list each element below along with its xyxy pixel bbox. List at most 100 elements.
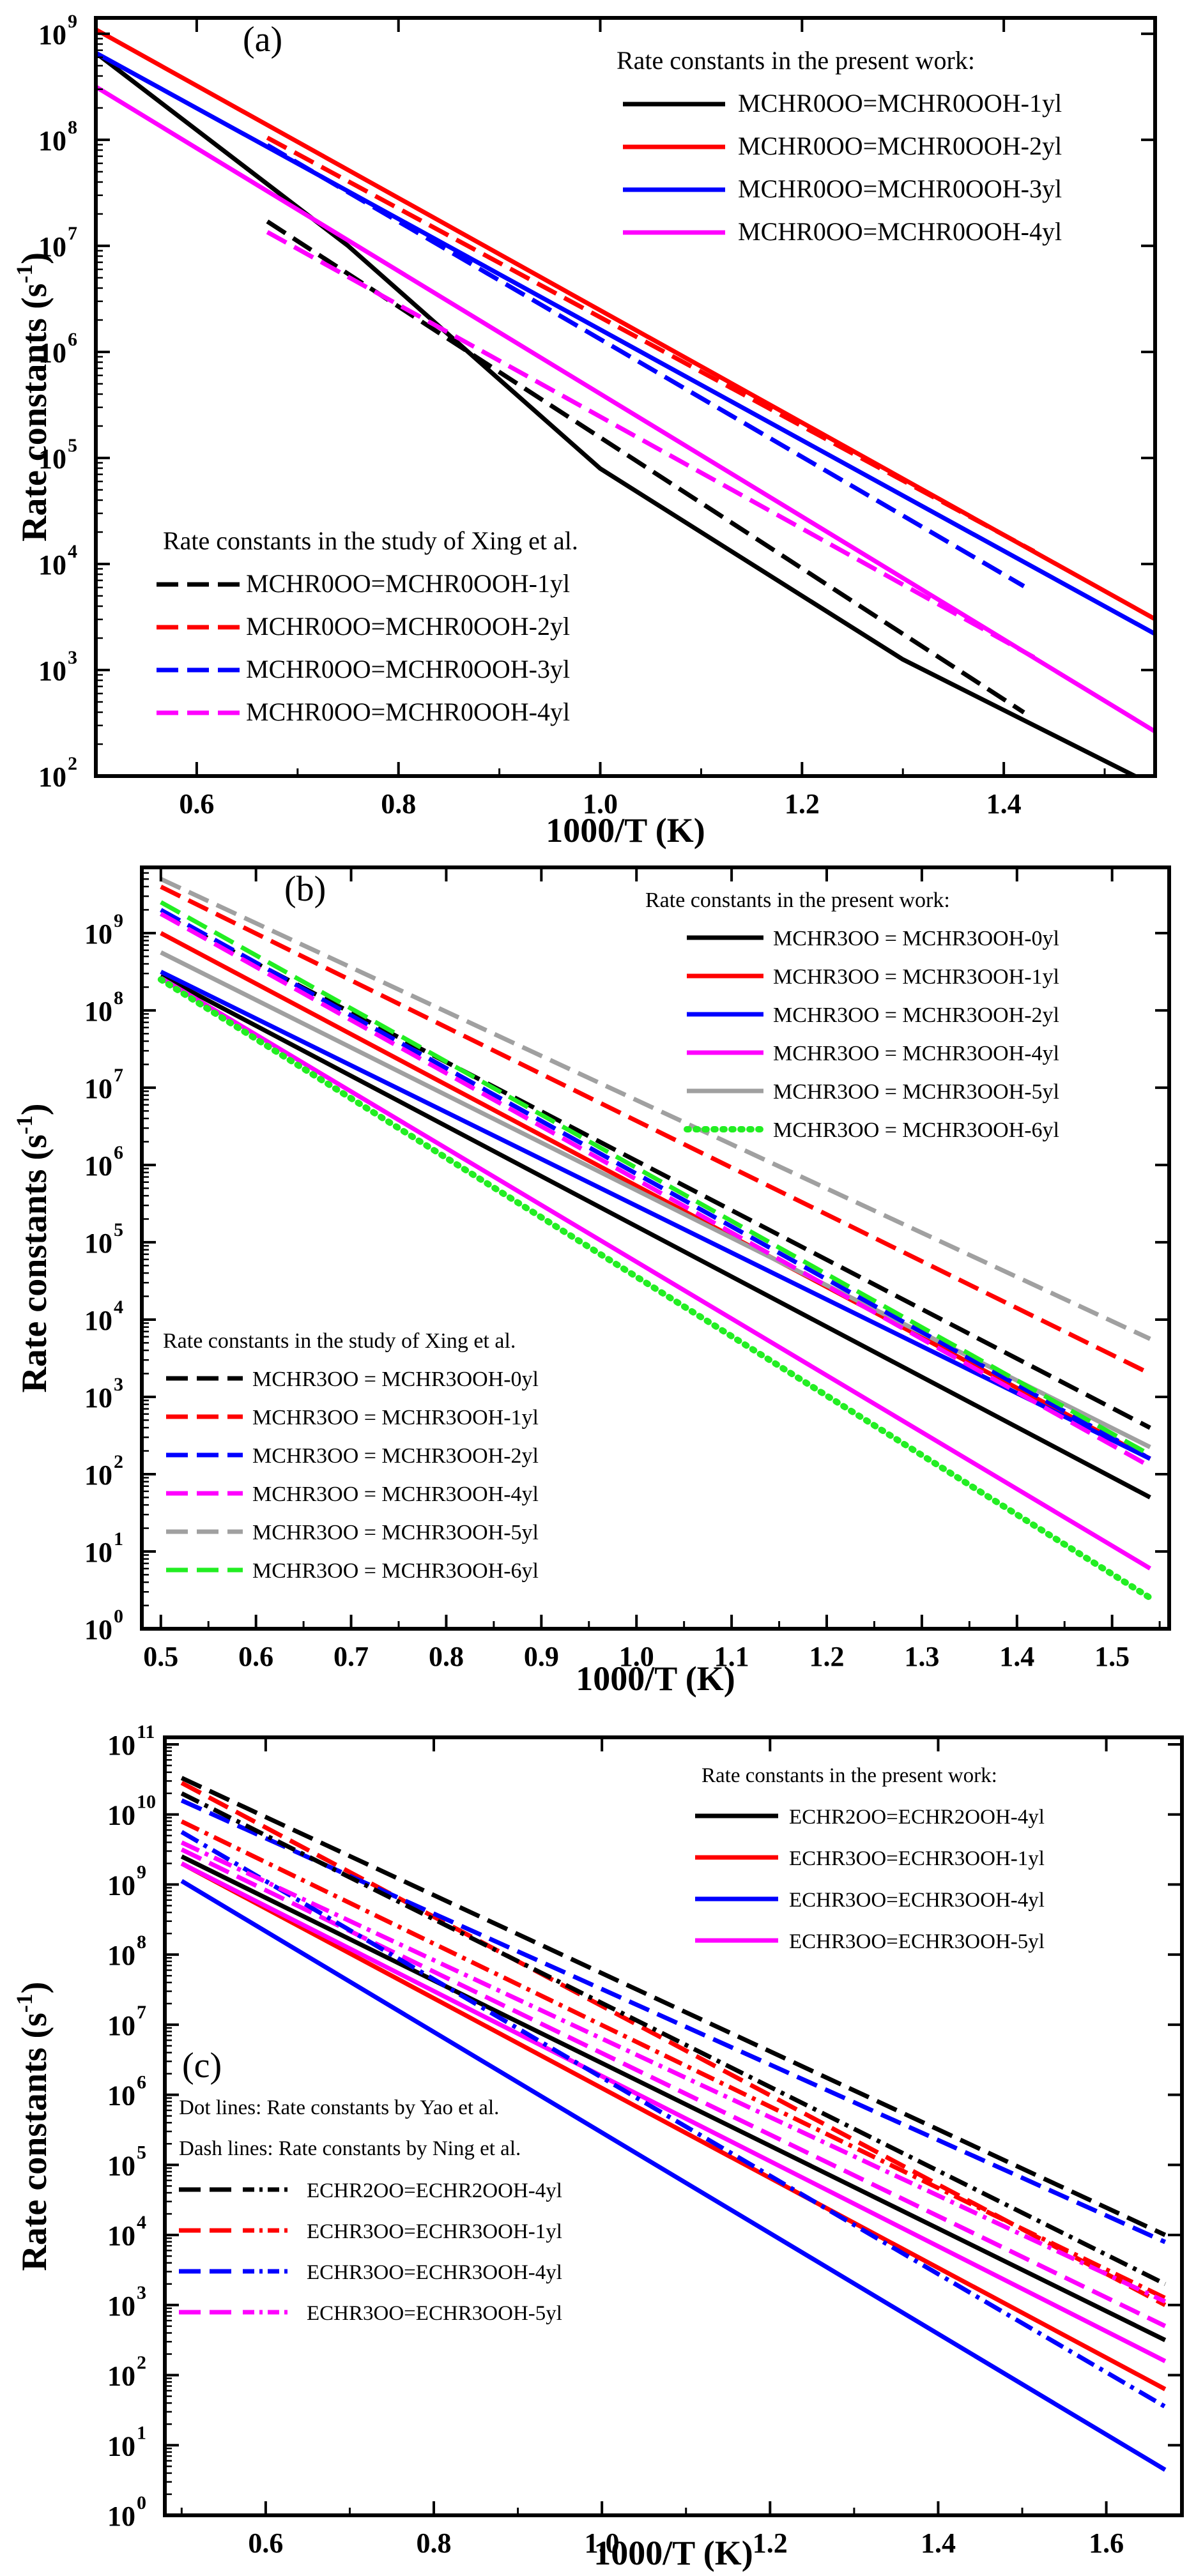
y-tick-label: 10 <box>107 2010 135 2041</box>
y-tick-exponent: 0 <box>114 1606 123 1627</box>
x-tick-label: 0.6 <box>179 788 214 819</box>
y-tick-label: 10 <box>84 918 112 950</box>
y-tick-label: 10 <box>107 2290 135 2322</box>
y-axis-label-close: ) <box>15 252 54 264</box>
x-tick-label: 1.4 <box>921 2527 956 2559</box>
y-tick-label: 10 <box>38 337 66 369</box>
y-tick-exponent: 3 <box>114 1374 123 1395</box>
y-tick-label: 10 <box>107 2501 135 2532</box>
panel-label: (a) <box>243 20 282 59</box>
y-tick-label: 10 <box>107 2150 135 2181</box>
series-layer <box>96 27 1155 776</box>
legend-title: Rate constants in the study of Xing et a… <box>163 1329 516 1353</box>
x-tick-label: 1.3 <box>904 1641 939 1672</box>
x-tick-label: 0.5 <box>143 1641 178 1672</box>
y-tick-exponent: 8 <box>137 1932 146 1953</box>
y-tick-exponent: 10 <box>137 1792 156 1813</box>
y-tick-exponent: 3 <box>137 2282 146 2303</box>
y-axis-label: Rate constants (s-1) <box>12 252 54 542</box>
y-tick-exponent: 5 <box>68 435 77 456</box>
series-line-solid-mchr0oo-mchr0ooh-1yl <box>96 51 1136 776</box>
x-tick-label: 1.2 <box>785 788 820 819</box>
legend-entry-label: MCHR0OO=MCHR0OOH-2yl <box>738 132 1062 160</box>
legend-entry-label: MCHR0OO=MCHR0OOH-2yl <box>246 612 570 641</box>
x-tick-label: 0.6 <box>248 2527 283 2559</box>
legend-entry-label: MCHR3OO = MCHR3OOH-2yl <box>252 1444 539 1468</box>
y-axis-label: Rate constants (s-1) <box>12 1981 54 2271</box>
y-tick-exponent: 7 <box>137 2002 146 2023</box>
y-axis-label-close: ) <box>15 1981 54 1993</box>
legend-entry-label: ECHR3OO=ECHR3OOH-4yl <box>307 2261 562 2284</box>
legend-entry-label: MCHR0OO=MCHR0OOH-1yl <box>246 569 570 598</box>
y-tick-exponent: 6 <box>114 1142 123 1163</box>
series-line-dash-mchr3oo-mchr3ooh-4yl <box>160 911 1151 1468</box>
series-layer <box>180 1776 1167 2472</box>
series-line-dash-mchr0oo-mchr0ooh-2yl <box>266 135 1036 554</box>
legend-entry-label: ECHR2OO=ECHR2OOH-4yl <box>789 1806 1045 1829</box>
x-axis-label: 1000/T (K) <box>576 1659 735 1698</box>
y-tick-exponent: 7 <box>114 1065 123 1086</box>
y-tick-exponent: 5 <box>114 1219 123 1240</box>
y-tick-exponent: 4 <box>114 1297 123 1318</box>
series-line-dashdot-echr2oo-echr2ooh-4yl <box>180 1791 1167 2287</box>
y-axis-label-close: ) <box>15 1103 54 1115</box>
legend-entry-label: MCHR3OO = MCHR3OOH-0yl <box>773 927 1059 950</box>
y-tick-exponent: 2 <box>137 2352 146 2374</box>
plot-frame <box>140 865 1171 1631</box>
x-tick-label: 1.2 <box>753 2527 788 2559</box>
series-line-solid-mchr3oo-mchr3ooh-5yl <box>160 950 1151 1449</box>
x-tick-label: 1.1 <box>714 1641 749 1672</box>
y-tick-label: 10 <box>84 1614 112 1645</box>
panel-a: 0.6 0.8 1.0 1.2 1.410 210 310 410 510 610 710 810 91… <box>12 11 1157 850</box>
panel-label: (c) <box>182 2046 222 2085</box>
y-tick-label: 10 <box>107 2361 135 2392</box>
y-tick-label: 10 <box>107 1800 135 1831</box>
legend-entry-label: MCHR3OO = MCHR3OOH-2yl <box>773 1003 1059 1027</box>
series-line-dash-series <box>180 1776 1167 2237</box>
series-line-solid-echr3oo-echr3ooh-5yl <box>180 1861 1167 2363</box>
series-line-dash-mchr0oo-mchr0ooh-3yl <box>266 143 1025 588</box>
x-tick-label: 1.2 <box>809 1641 845 1672</box>
series-line-solid-mchr3oo-mchr3ooh-4yl <box>160 976 1151 1571</box>
y-tick-label: 10 <box>84 1459 112 1491</box>
x-tick-label: 0.8 <box>417 2527 452 2559</box>
y-tick-exponent: 3 <box>68 647 77 668</box>
legend-title: Rate constants in the present work: <box>645 888 950 912</box>
x-tick-label: 1.5 <box>1094 1641 1130 1672</box>
legend-entry-label: ECHR3OO=ECHR3OOH-1yl <box>789 1847 1045 1870</box>
panel-c: 0.6 0.8 1.0 1.2 1.4 1.610 010 110 210 310 410 510 61… <box>12 1721 1184 2572</box>
y-tick-label: 10 <box>38 19 66 50</box>
y-tick-exponent: 0 <box>137 2492 146 2513</box>
series-line-dash-series <box>180 1798 1167 2244</box>
y-tick-exponent: 9 <box>137 1861 146 1882</box>
legend-title: Rate constants in the present work: <box>617 46 975 75</box>
panel-label: (b) <box>284 869 326 909</box>
y-tick-exponent: 5 <box>137 2142 146 2163</box>
series-line-dot-mchr3oo-mchr3ooh-6yl <box>157 976 1154 1601</box>
legend-entry-label: MCHR3OO = MCHR3OOH-6yl <box>252 1559 539 1583</box>
x-axis-label: 1000/T (K) <box>594 2534 753 2572</box>
y-tick-label: 10 <box>84 1305 112 1336</box>
y-tick-exponent: 4 <box>68 541 77 562</box>
x-tick-label: 0.7 <box>334 1641 369 1672</box>
y-tick-label: 10 <box>38 443 66 475</box>
legend-entry-label: MCHR0OO=MCHR0OOH-4yl <box>246 697 570 726</box>
legend-entry-label: MCHR3OO = MCHR3OOH-1yl <box>773 965 1059 989</box>
series-line-dash-mchr0oo-mchr0ooh-4yl <box>266 230 1036 660</box>
y-tick-label: 10 <box>84 1150 112 1182</box>
y-tick-label: 10 <box>107 2430 135 2462</box>
y-axis-label-unit-exponent: -1 <box>12 264 37 284</box>
y-tick-label: 10 <box>107 2080 135 2112</box>
legend-entry-label: ECHR2OO=ECHR2OOH-4yl <box>307 2179 562 2202</box>
legend-note: Dash lines: Rate constants by Ning et al… <box>179 2137 521 2160</box>
y-tick-label: 10 <box>84 1537 112 1568</box>
y-tick-exponent: 4 <box>137 2212 146 2233</box>
series-line-dash-mchr3oo-mchr3ooh-5yl <box>160 877 1151 1341</box>
y-tick-label: 10 <box>84 1382 112 1414</box>
y-axis-label-main: Rate constants (s <box>15 284 54 542</box>
y-tick-exponent: 8 <box>114 987 123 1009</box>
y-tick-label: 10 <box>38 231 66 263</box>
x-tick-label: 1.6 <box>1089 2527 1124 2559</box>
y-tick-exponent: 6 <box>137 2072 146 2093</box>
